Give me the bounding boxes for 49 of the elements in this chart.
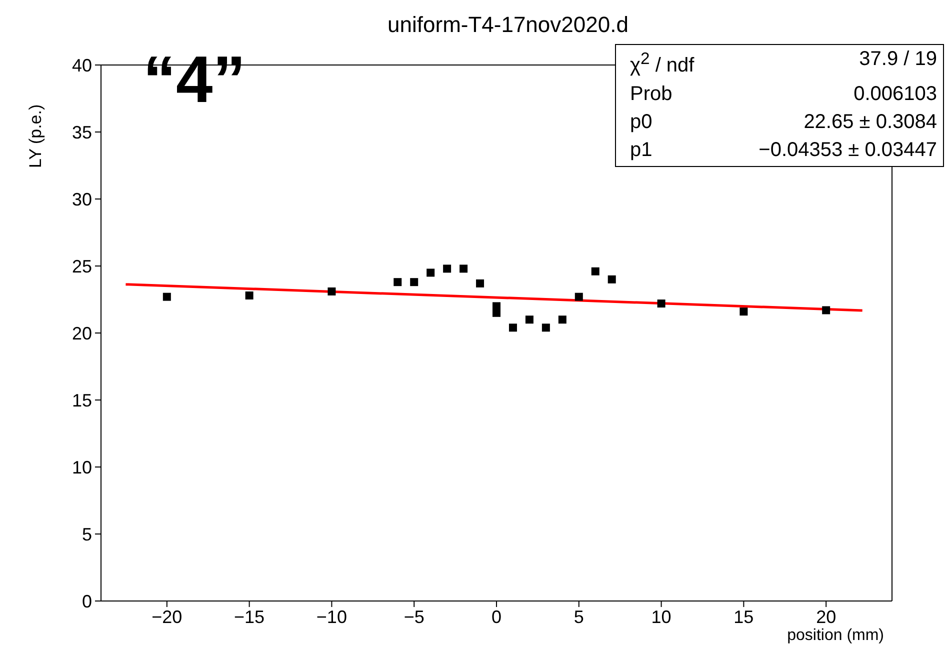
annotation: 22.65 ± 0.3084: [804, 110, 937, 135]
point: [608, 275, 616, 284]
x-tick-label: −20: [152, 606, 182, 627]
annotation: Prob: [630, 82, 672, 107]
y-axis-title: LY (p.e.): [26, 104, 45, 168]
annotation: p1: [630, 138, 652, 163]
point: [394, 278, 402, 286]
y-tick-label: 40: [72, 55, 92, 76]
point: [426, 268, 435, 277]
x-tick-label: 5: [574, 606, 584, 627]
chart-title: uniform-T4-17nov2020.d: [386, 12, 630, 38]
point: [542, 324, 550, 332]
y-tick-label: 20: [72, 323, 92, 344]
y-tick-label: 25: [72, 256, 92, 276]
annotation: χ$^{2}$ / ndf: [630, 48, 694, 79]
y-tick-label: 0: [82, 591, 92, 612]
x-axis-title: position (mm): [787, 627, 884, 644]
point: [525, 316, 534, 324]
point: [822, 306, 830, 314]
point: [740, 308, 748, 316]
x-tick-label: 20: [816, 606, 836, 627]
point: [574, 292, 583, 301]
point: [245, 291, 254, 300]
x-tick-label: 10: [651, 606, 672, 627]
point: [162, 292, 171, 301]
y-tick-label: 15: [72, 390, 92, 410]
point: [591, 267, 600, 276]
point: [410, 278, 418, 286]
annotation: p0: [630, 110, 652, 135]
y-tick-label: 30: [72, 189, 92, 210]
point: [328, 287, 336, 296]
x-tick-label: −10: [316, 606, 347, 627]
annotation: 0.006103: [854, 82, 937, 107]
y-tick-label: 35: [72, 122, 92, 142]
annotation: −0.04353 ± 0.03447: [758, 138, 937, 163]
x-tick-label: −5: [404, 606, 424, 627]
x-tick-label: 0: [491, 606, 502, 627]
point: [508, 324, 517, 332]
point: [460, 264, 468, 273]
point: [558, 316, 566, 324]
annotation: 37.9 / 19: [859, 47, 937, 72]
y-tick-label: 10: [72, 457, 92, 478]
point: [476, 279, 484, 288]
point: [443, 264, 452, 273]
y-tick-label: 5: [82, 524, 92, 544]
point: [657, 300, 666, 308]
x-tick-label: 15: [734, 606, 754, 627]
x-tick-label: −15: [234, 606, 265, 627]
annotation: “4”: [143, 42, 246, 116]
